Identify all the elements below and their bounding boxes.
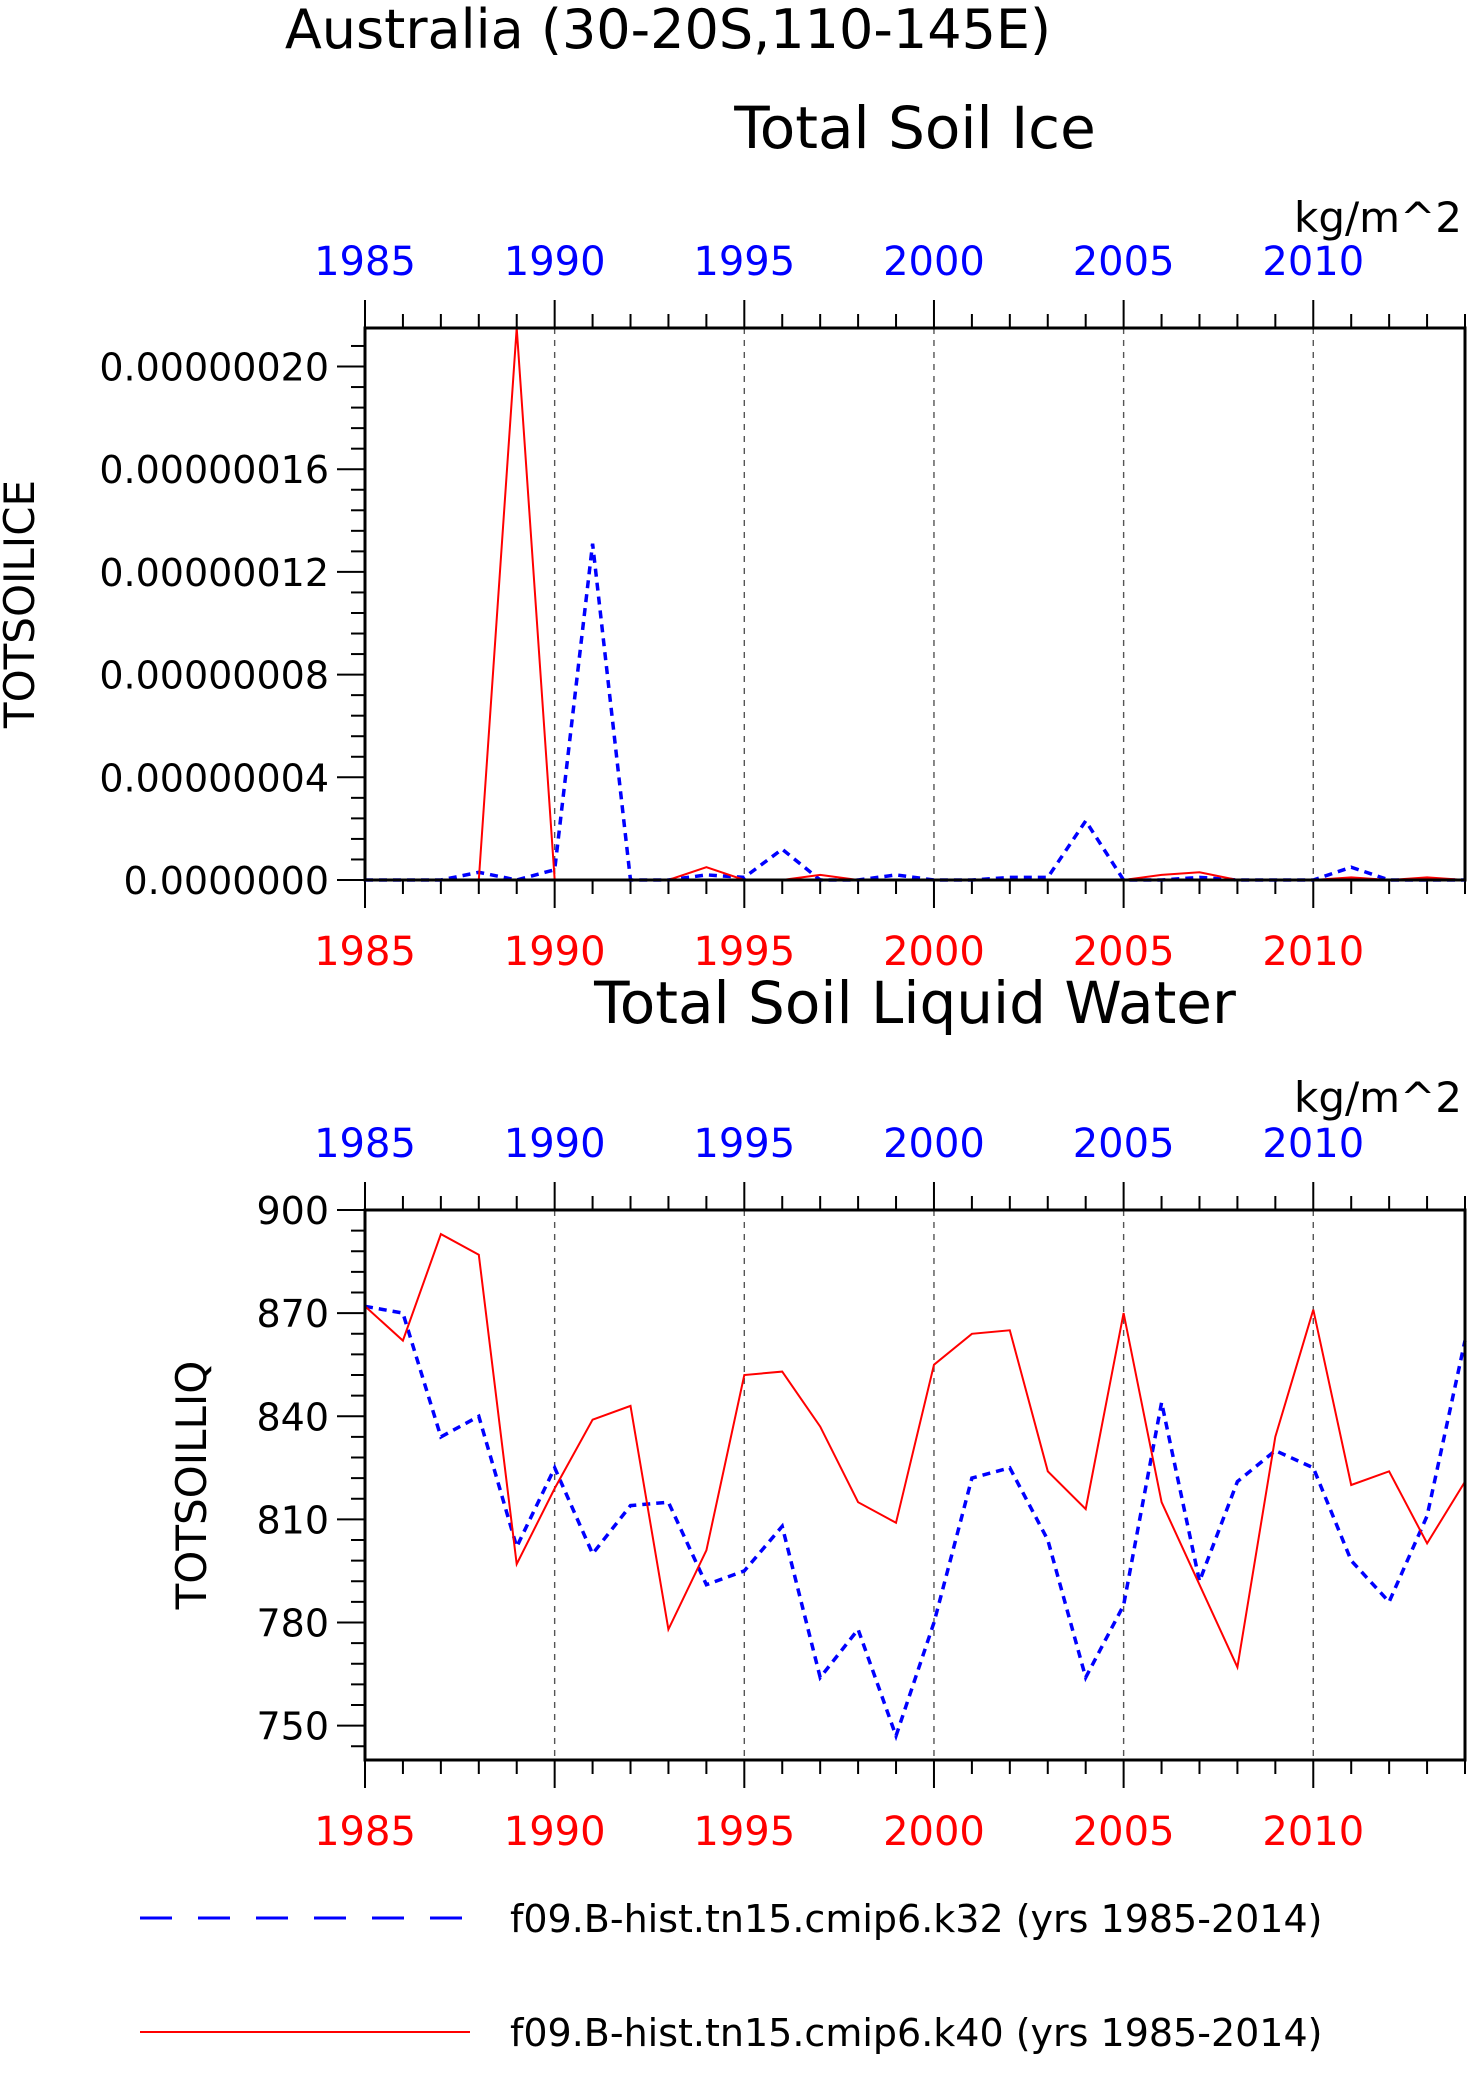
y-axis-label: TOTSOILLIQ [167, 1361, 216, 1611]
figure-title: Australia (30-20S,110-145E) [285, 0, 1051, 61]
x-tick-label-top: 1990 [504, 239, 606, 285]
x-tick-label-bottom: 1990 [504, 929, 606, 975]
panel-total-soil-ice: Total Soil Ice kg/m^2 TOTSOILICE 0.0000000 0… [0, 94, 1467, 975]
units-label: kg/m^2 [1294, 193, 1462, 242]
legend-label: f09.B-hist.tn15.cmip6.k40 (yrs 1985-2014… [510, 2011, 1322, 2055]
x-tick-label-top: 2005 [1073, 239, 1175, 285]
panel-total-soil-liquid-water: Total Soil Liquid Water kg/m^2 TOTSOILLIQ 7… [167, 969, 1467, 1855]
x-tick-label-bottom: 1985 [314, 929, 416, 975]
legend: f09.B-hist.tn15.cmip6.k32 (yrs 1985-2014… [140, 1897, 1322, 2055]
series-line-k32 [364, 1304, 1467, 1742]
x-tick-label-top: 2005 [1073, 1121, 1175, 1167]
x-tick-label-top: 1995 [693, 1121, 795, 1167]
y-tick-label: 780 [256, 1602, 329, 1646]
x-tick-label-top: 2010 [1262, 239, 1364, 285]
y-tick-label: 0.00000012 [99, 551, 329, 595]
x-tick-label-bottom: 2010 [1262, 1809, 1364, 1855]
legend-label: f09.B-hist.tn15.cmip6.k32 (yrs 1985-2014… [510, 1897, 1322, 1941]
x-tick-label-top: 1995 [693, 239, 795, 285]
y-tick-label: 0.00000016 [99, 448, 329, 492]
x-tick-label-bottom: 1995 [693, 929, 795, 975]
x-tick-label-top: 2000 [883, 239, 985, 285]
panel-title: Total Soil Ice [733, 94, 1096, 162]
y-tick-label: 840 [256, 1395, 329, 1439]
x-tick-label-bottom: 2000 [883, 929, 985, 975]
y-tick-label: 810 [256, 1498, 329, 1542]
x-tick-label-top: 2010 [1262, 1121, 1364, 1167]
series-line-k32 [365, 543, 1465, 882]
x-tick-label-bottom: 2005 [1073, 929, 1175, 975]
x-tick-label-top: 1985 [314, 239, 416, 285]
y-tick-label: 0.00000008 [99, 654, 329, 698]
x-tick-label-bottom: 1995 [693, 1809, 795, 1855]
y-tick-label: 0.00000004 [99, 756, 329, 800]
y-tick-label: 900 [256, 1189, 329, 1233]
units-label: kg/m^2 [1294, 1073, 1462, 1122]
y-tick-label: 870 [256, 1292, 329, 1336]
y-tick-label: 0.00000020 [99, 346, 329, 390]
y-tick-label: 0.0000000 [124, 859, 330, 903]
x-tick-label-bottom: 2010 [1262, 929, 1364, 975]
plot-frame [363, 1208, 1467, 1762]
x-tick-label-top: 1985 [314, 1121, 416, 1167]
panel-title: Total Soil Liquid Water [593, 969, 1236, 1037]
x-tick-label-bottom: 1990 [504, 1809, 606, 1855]
x-tick-label-bottom: 2000 [883, 1809, 985, 1855]
x-tick-label-bottom: 2005 [1073, 1809, 1175, 1855]
x-tick-label-top: 2000 [883, 1121, 985, 1167]
y-tick-label: 750 [256, 1705, 329, 1749]
y-axis-label: TOTSOILICE [0, 480, 44, 729]
series-line-k40 [365, 327, 1466, 882]
plot-frame [363, 326, 1467, 882]
x-tick-label-top: 1990 [504, 1121, 606, 1167]
x-tick-label-bottom: 1985 [314, 1809, 416, 1855]
series-line-k40 [364, 1232, 1466, 1671]
